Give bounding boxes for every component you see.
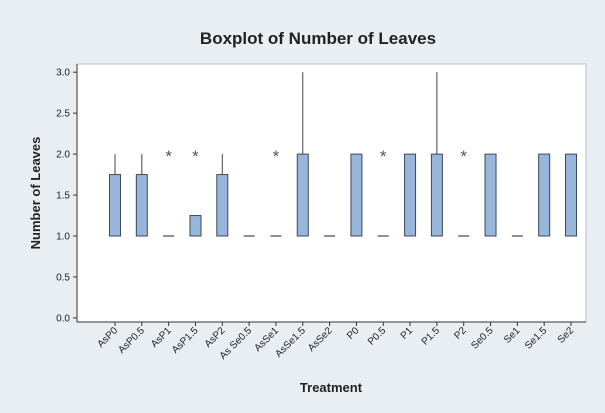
outlier-marker: * [192, 147, 199, 166]
box-rect [350, 153, 363, 237]
box-rect [109, 174, 121, 237]
box-rect [404, 153, 417, 237]
outlier-marker: * [460, 147, 467, 166]
y-tick-label: 0.5 [56, 272, 70, 283]
box-P1 [404, 153, 417, 237]
plot-area [76, 63, 587, 323]
box-rect [538, 153, 551, 237]
y-tick-label: 2.5 [56, 109, 70, 120]
box-Se2 [565, 153, 577, 237]
box-rect [189, 215, 202, 237]
outlier-marker: * [273, 147, 280, 166]
box-AsSe1: * [270, 147, 282, 237]
box-rect [296, 153, 309, 237]
box-rect [484, 153, 497, 237]
box-rect [565, 153, 577, 237]
box-P0.5: * [377, 147, 389, 237]
y-tick-label: 2.0 [56, 150, 70, 161]
box-P1.5 [430, 72, 443, 237]
outlier-marker: * [165, 147, 172, 166]
box-AsP0 [109, 154, 121, 237]
box-AsP2 [216, 154, 229, 237]
box-Se0.5 [484, 153, 497, 237]
x-axis-title: Treatment [300, 380, 363, 395]
outlier-marker: * [380, 147, 387, 166]
box-AsP1.5: * [189, 147, 202, 237]
box-AsP1: * [163, 147, 175, 237]
box-rect [216, 174, 229, 237]
box-P0 [350, 153, 363, 237]
box-Se1.5 [538, 153, 551, 237]
y-tick-label: 1.5 [56, 191, 70, 202]
y-axis-title: Number of Leaves [28, 137, 43, 250]
y-tick-label: 0.0 [56, 313, 70, 324]
box-AsP0.5 [135, 154, 148, 237]
box-AsSe1.5 [296, 72, 309, 237]
y-tick-label: 3.0 [56, 68, 70, 79]
chart-title: Boxplot of Number of Leaves [200, 29, 436, 48]
y-axis: 0.0 0.5 1.0 1.5 2.0 2.5 3.0 [56, 64, 78, 324]
y-tick-label: 1.0 [56, 232, 70, 243]
box-P2: * [458, 147, 470, 237]
boxes-group: * * * * * [109, 72, 577, 237]
box-rect [430, 153, 443, 237]
box-rect [135, 174, 148, 237]
